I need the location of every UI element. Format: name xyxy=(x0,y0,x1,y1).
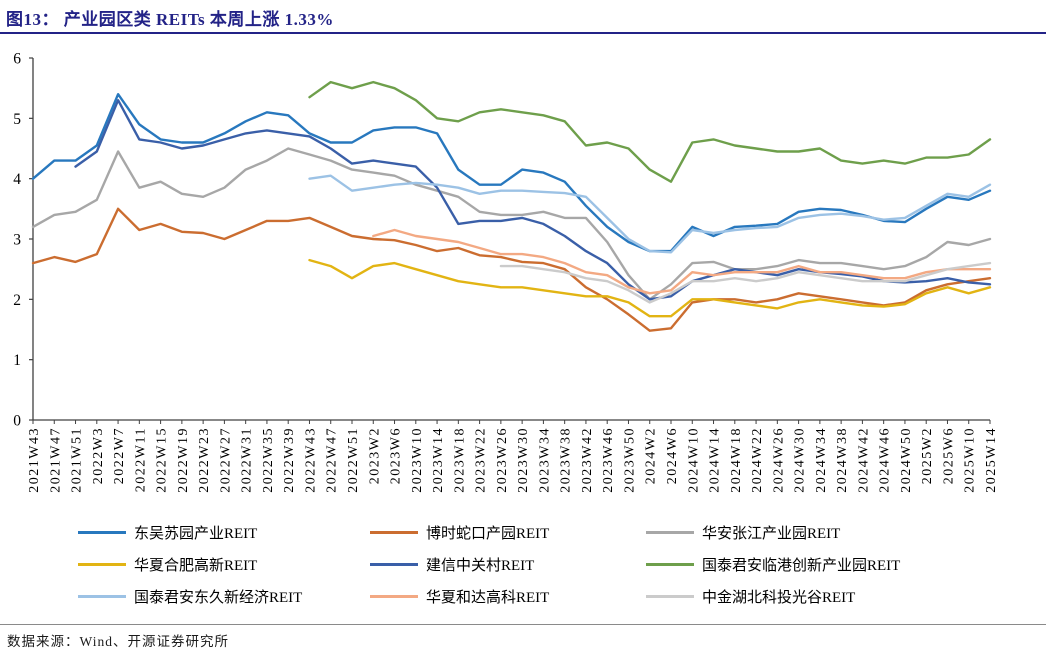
svg-text:2023W38: 2023W38 xyxy=(559,427,574,493)
svg-text:1: 1 xyxy=(13,352,21,369)
svg-text:2024W18: 2024W18 xyxy=(729,427,744,493)
legend-item: 国泰君安临港创新产业园REIT xyxy=(646,554,900,575)
svg-text:2024W14: 2024W14 xyxy=(708,427,723,493)
legend-item: 博时蛇口产园REIT xyxy=(370,522,646,543)
legend-label: 博时蛇口产园REIT xyxy=(426,526,550,542)
svg-text:2023W50: 2023W50 xyxy=(622,427,637,493)
svg-text:2023W2: 2023W2 xyxy=(367,427,382,484)
svg-text:2023W18: 2023W18 xyxy=(452,427,467,493)
legend-line-swatch xyxy=(78,562,126,567)
svg-text:3: 3 xyxy=(13,232,21,249)
svg-text:2023W10: 2023W10 xyxy=(410,427,425,493)
svg-text:2022W11: 2022W11 xyxy=(133,427,148,492)
legend-item: 国泰君安东久新经济REIT xyxy=(78,586,370,607)
series-line-7 xyxy=(308,174,992,254)
legend-label: 国泰君安临港创新产业园REIT xyxy=(702,558,901,574)
svg-text:2: 2 xyxy=(13,292,21,309)
svg-text:2022W23: 2022W23 xyxy=(197,427,212,493)
legend-label: 华夏合肥高新REIT xyxy=(134,558,258,574)
svg-text:2024W38: 2024W38 xyxy=(835,427,850,493)
legend-item: 华夏和达高科REIT xyxy=(370,586,646,607)
chart-legend: 东吴苏园产业REIT 博时蛇口产园REIT 华安张江产业园REIT 华夏合肥高新… xyxy=(78,522,900,607)
svg-text:2023W42: 2023W42 xyxy=(580,427,595,493)
legend-label: 华安张江产业园REIT xyxy=(702,526,841,542)
svg-text:2024W34: 2024W34 xyxy=(814,427,829,493)
svg-text:2022W7: 2022W7 xyxy=(112,427,127,484)
svg-text:2024W6: 2024W6 xyxy=(665,427,680,484)
svg-text:2024W26: 2024W26 xyxy=(771,427,786,493)
svg-text:2024W50: 2024W50 xyxy=(899,427,914,493)
legend-line-swatch xyxy=(646,594,694,599)
legend-label: 东吴苏园产业REIT xyxy=(134,526,258,542)
legend-line-swatch xyxy=(646,530,694,535)
svg-text:2021W43: 2021W43 xyxy=(27,427,42,493)
series-line-1 xyxy=(31,93,992,253)
legend-item: 东吴苏园产业REIT xyxy=(78,522,370,543)
series-line-3 xyxy=(31,147,992,301)
svg-text:2024W2: 2024W2 xyxy=(644,427,659,484)
svg-text:5: 5 xyxy=(13,111,21,128)
legend-line-swatch xyxy=(78,530,126,535)
svg-text:2022W27: 2022W27 xyxy=(218,427,233,493)
legend-label: 国泰君安东久新经济REIT xyxy=(134,590,303,606)
svg-text:2024W42: 2024W42 xyxy=(856,427,871,493)
svg-text:2023W30: 2023W30 xyxy=(516,427,531,493)
svg-text:6: 6 xyxy=(13,51,21,68)
title-divider xyxy=(0,32,1046,34)
svg-text:2023W22: 2023W22 xyxy=(474,427,489,493)
svg-text:2022W51: 2022W51 xyxy=(346,427,361,493)
svg-text:2022W43: 2022W43 xyxy=(303,427,318,493)
legend-label: 中金湖北科投光谷REIT xyxy=(702,590,856,606)
legend-item: 华安张江产业园REIT xyxy=(646,522,900,543)
legend-item: 建信中关村REIT xyxy=(370,554,646,575)
svg-text:2021W47: 2021W47 xyxy=(48,427,63,493)
svg-text:2023W6: 2023W6 xyxy=(389,427,404,484)
legend-line-swatch xyxy=(370,594,418,599)
figure-title: 图13： 产业园区类 REITs 本周上涨 1.33% xyxy=(6,10,334,29)
svg-text:2022W15: 2022W15 xyxy=(155,427,170,493)
series-line-9 xyxy=(499,261,992,304)
svg-text:0: 0 xyxy=(13,413,21,430)
svg-text:2025W14: 2025W14 xyxy=(984,427,999,493)
svg-text:2024W22: 2024W22 xyxy=(750,427,765,493)
svg-text:2025W2: 2025W2 xyxy=(920,427,935,484)
svg-text:2022W47: 2022W47 xyxy=(325,427,340,493)
legend-item: 中金湖北科投光谷REIT xyxy=(646,586,900,607)
legend-line-swatch xyxy=(646,562,694,567)
legend-line-swatch xyxy=(78,594,126,599)
svg-text:2024W10: 2024W10 xyxy=(686,427,701,493)
footer-divider xyxy=(0,624,1046,625)
svg-text:2025W6: 2025W6 xyxy=(941,427,956,484)
svg-text:2024W46: 2024W46 xyxy=(878,427,893,493)
source-note: 数据来源：Wind、开源证券研究所 xyxy=(7,634,229,649)
svg-text:2022W3: 2022W3 xyxy=(91,427,106,484)
legend-label: 华夏和达高科REIT xyxy=(426,590,550,606)
svg-text:2024W30: 2024W30 xyxy=(793,427,808,493)
svg-text:2023W46: 2023W46 xyxy=(601,427,616,493)
svg-text:2021W51: 2021W51 xyxy=(70,427,85,493)
series-line-6 xyxy=(308,80,992,183)
series-line-8 xyxy=(372,228,992,295)
legend-label: 建信中关村REIT xyxy=(426,558,535,574)
svg-text:2023W34: 2023W34 xyxy=(537,427,552,493)
legend-line-swatch xyxy=(370,530,418,535)
legend-item: 华夏合肥高新REIT xyxy=(78,554,370,575)
series-line-4 xyxy=(308,258,992,318)
svg-text:2023W26: 2023W26 xyxy=(495,427,510,493)
svg-text:2022W39: 2022W39 xyxy=(282,427,297,493)
svg-text:2022W35: 2022W35 xyxy=(261,427,276,493)
svg-text:4: 4 xyxy=(13,171,21,188)
series-line-2 xyxy=(31,207,992,332)
svg-text:2023W14: 2023W14 xyxy=(431,427,446,493)
svg-text:2025W10: 2025W10 xyxy=(963,427,978,493)
svg-text:2022W31: 2022W31 xyxy=(240,427,255,493)
svg-text:2022W19: 2022W19 xyxy=(176,427,191,493)
series-line-5 xyxy=(74,99,992,301)
legend-line-swatch xyxy=(370,562,418,567)
